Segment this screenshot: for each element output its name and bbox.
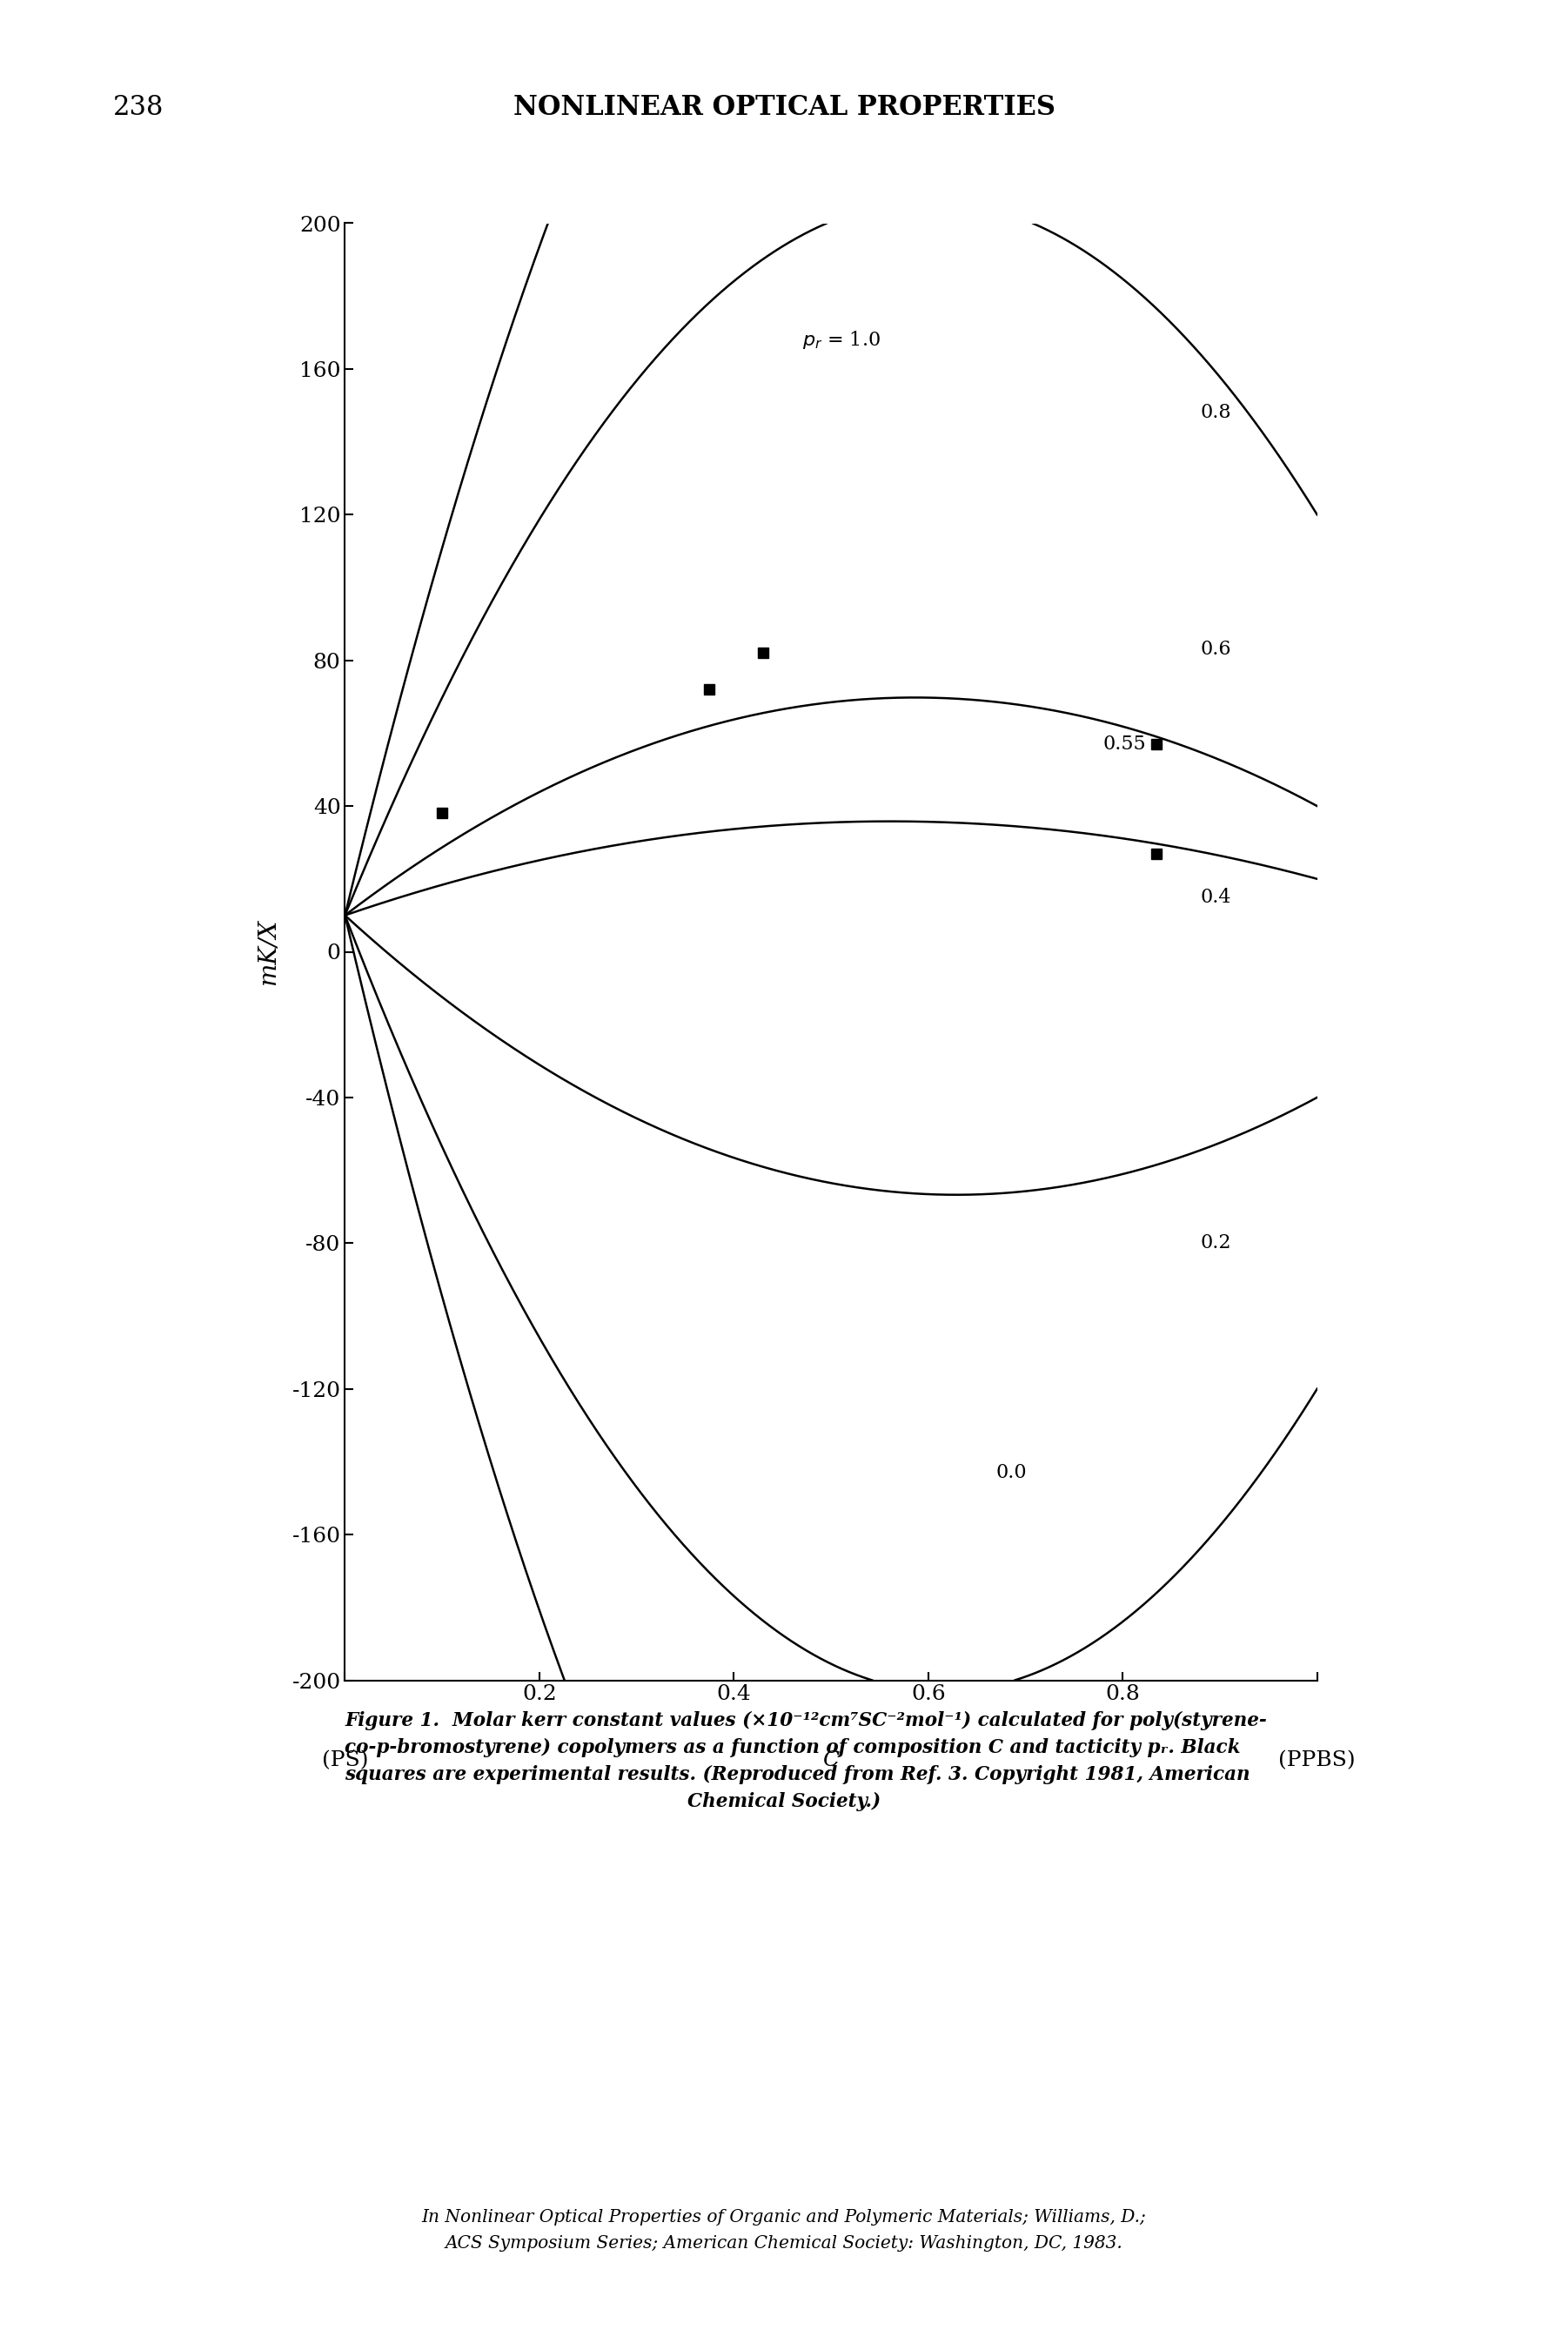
Text: 0.55: 0.55 [1104, 736, 1146, 754]
Text: 238: 238 [113, 94, 163, 120]
Text: In Nonlinear Optical Properties of Organic and Polymeric Materials; Williams, D.: In Nonlinear Optical Properties of Organ… [422, 2209, 1146, 2225]
Text: $p_r$ = 1.0: $p_r$ = 1.0 [801, 329, 880, 350]
Text: 0.4: 0.4 [1201, 888, 1231, 907]
Text: Figure 1.  Molar kerr constant values (×10⁻¹²cm⁷SC⁻²mol⁻¹) calculated for poly(s: Figure 1. Molar kerr constant values (×1… [345, 1711, 1267, 1730]
Text: (PPBS): (PPBS) [1278, 1751, 1356, 1770]
Text: 0.0: 0.0 [996, 1464, 1027, 1483]
Y-axis label: mK/X: mK/X [256, 919, 279, 985]
Text: 0.2: 0.2 [1201, 1234, 1231, 1253]
Text: (PS): (PS) [321, 1751, 368, 1770]
Text: ACS Symposium Series; American Chemical Society: Washington, DC, 1983.: ACS Symposium Series; American Chemical … [445, 2235, 1123, 2251]
Text: C: C [823, 1751, 839, 1770]
Text: NONLINEAR OPTICAL PROPERTIES: NONLINEAR OPTICAL PROPERTIES [513, 94, 1055, 120]
Text: co-p-bromostyrene) copolymers as a function of composition C and tacticity pᵣ. B: co-p-bromostyrene) copolymers as a funct… [345, 1739, 1240, 1758]
Text: Chemical Society.): Chemical Society.) [687, 1791, 881, 1812]
Text: 0.6: 0.6 [1201, 639, 1231, 658]
Text: 0.8: 0.8 [1201, 404, 1231, 423]
Text: squares are experimental results. (Reproduced from Ref. 3. Copyright 1981, Ameri: squares are experimental results. (Repro… [345, 1765, 1250, 1784]
